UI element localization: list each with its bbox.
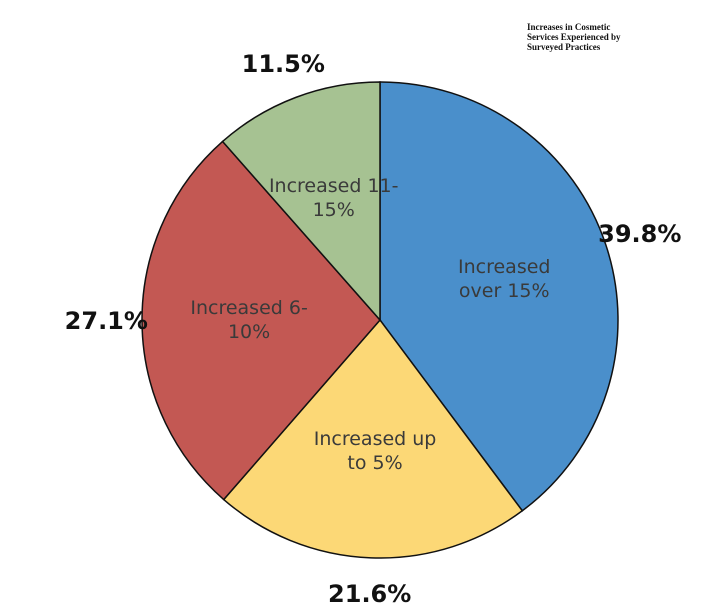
slice-label: Increased up to 5% (313, 427, 437, 474)
pie-slice (222, 318, 524, 559)
value-label: 27.1% (64, 306, 148, 335)
pie-slice (221, 81, 381, 322)
value-label: 39.8% (598, 219, 682, 248)
slice-label: Increased over 15% (458, 255, 551, 302)
chart-title: Increases in Cosmetic Services Experienc… (527, 22, 621, 52)
pie-slice (379, 81, 619, 512)
slice-label: Increased 6-10% (190, 297, 308, 344)
slice-label: Increased 11-15% (268, 174, 399, 221)
value-label: 21.6% (328, 579, 412, 608)
value-label: 11.5% (241, 49, 325, 78)
pie-slice (141, 140, 381, 501)
